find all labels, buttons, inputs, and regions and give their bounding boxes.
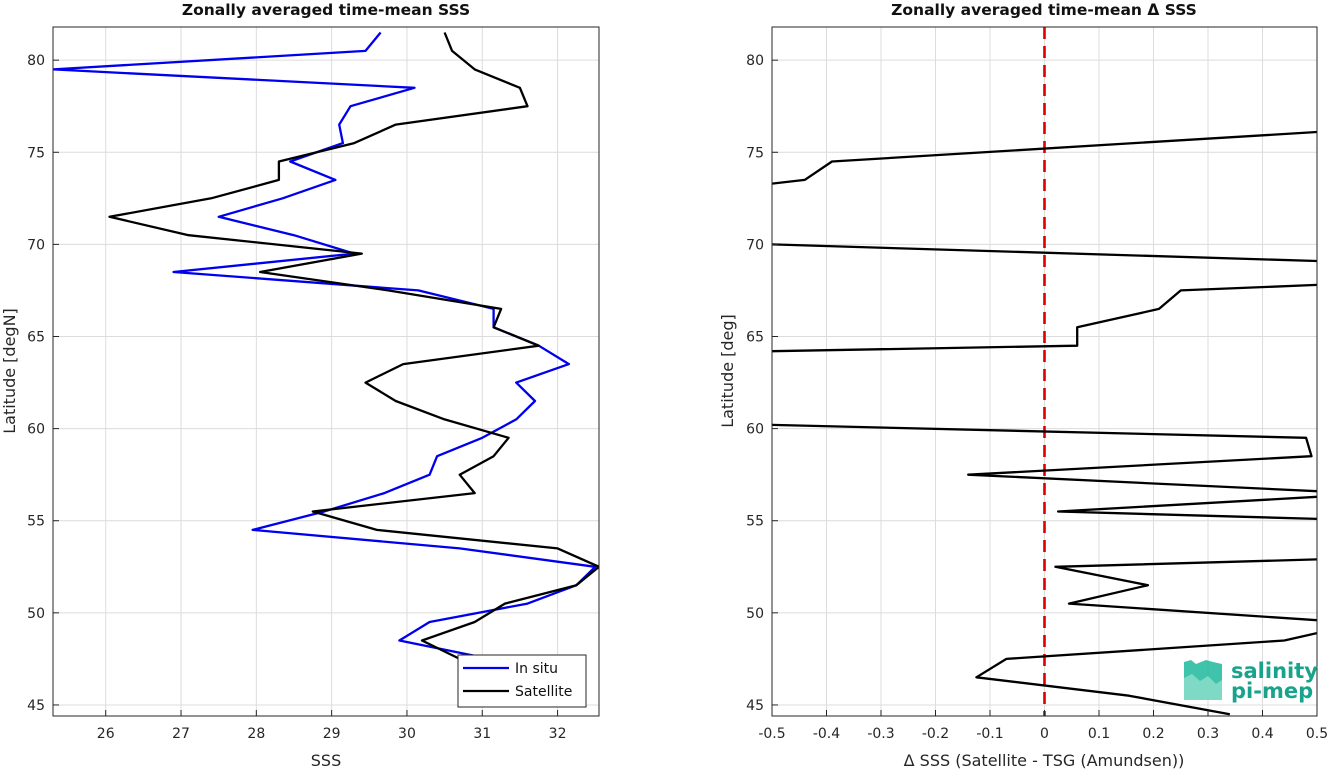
y-tick-label: 70 — [746, 237, 764, 253]
x-tick-label: -0.3 — [867, 726, 894, 742]
y-tick-label: 50 — [746, 606, 764, 622]
x-tick-label: 0.1 — [1088, 726, 1110, 742]
x-tick-label: 0 — [1040, 726, 1049, 742]
x-tick-label: 31 — [473, 726, 491, 742]
x-tick-label: -0.5 — [758, 726, 785, 742]
y-tick-label: 75 — [27, 145, 45, 161]
y-tick-label: 75 — [746, 145, 764, 161]
x-tick-label: 29 — [323, 726, 341, 742]
x-tick-label: 30 — [398, 726, 416, 742]
delta-sss-series-line — [772, 130, 1317, 185]
y-tick-label: 55 — [27, 514, 45, 530]
ticks-left: 26 27 28 29 30 31 32 45 50 55 60 65 70 75 80 — [27, 53, 566, 742]
y-tick-label: 45 — [27, 698, 45, 714]
salinity-pi-mep-logo: salinity pi-mep — [1184, 659, 1318, 703]
grid-left — [53, 27, 599, 716]
x-tick-label: 26 — [97, 726, 115, 742]
legend-label-satellite: Satellite — [515, 684, 572, 700]
sss-panel: 26 27 28 29 30 31 32 45 50 55 60 65 70 75 80 Zonally a… — [0, 1, 600, 769]
x-tick-label: 0.2 — [1142, 726, 1164, 742]
y-tick-label: 45 — [746, 698, 764, 714]
series-left — [53, 31, 599, 661]
y-tick-label: 65 — [27, 329, 45, 345]
y-tick-label: 50 — [27, 606, 45, 622]
chart-title-left: Zonally averaged time-mean SSS — [182, 1, 470, 19]
delta-sss-panel: -0.5 -0.4 -0.3 -0.2 -0.1 0 0.1 0.2 0.3 0.4 0.5 45 50… — [718, 1, 1328, 769]
x-tick-label: 32 — [549, 726, 567, 742]
x-tick-label: 28 — [247, 726, 265, 742]
y-axis-label-left: Latitude [degN] — [0, 308, 19, 434]
delta-sss-series-line — [772, 283, 1317, 353]
x-tick-label: -0.1 — [976, 726, 1003, 742]
x-axis-label-right: Δ SSS (Satellite - TSG (Amundsen)) — [904, 751, 1185, 769]
x-tick-label: -0.2 — [922, 726, 949, 742]
delta-sss-series-line — [772, 243, 1317, 263]
x-axis-label-left: SSS — [311, 751, 341, 769]
satellite-series-line — [108, 32, 599, 660]
y-axis-label-right: Latitude [deg] — [718, 314, 737, 428]
y-tick-label: 60 — [27, 422, 45, 438]
legend-label-insitu: In situ — [515, 661, 558, 677]
x-tick-label: 0.3 — [1197, 726, 1219, 742]
y-tick-label: 65 — [746, 329, 764, 345]
ticks-right: -0.5 -0.4 -0.3 -0.2 -0.1 0 0.1 0.2 0.3 0.4 0.5 45 50… — [746, 53, 1328, 742]
logo-text-pimep: pi-mep — [1231, 679, 1313, 703]
delta-sss-series-line — [1056, 495, 1317, 521]
y-tick-label: 80 — [27, 53, 45, 69]
y-tick-label: 70 — [27, 237, 45, 253]
x-tick-label: 27 — [172, 726, 190, 742]
chart-title-right: Zonally averaged time-mean Δ SSS — [891, 1, 1197, 19]
plot-area-left — [53, 27, 599, 716]
logo-wave-graphic-2 — [1184, 674, 1222, 700]
axes-box-left — [52, 26, 600, 717]
delta-sss-series-line — [1054, 558, 1317, 622]
y-tick-label: 80 — [746, 53, 764, 69]
delta-sss-series-line — [975, 631, 1317, 716]
logo-text-salinity: salinity — [1231, 659, 1318, 683]
legend-box — [457, 654, 587, 708]
legend: In situ Satellite — [457, 654, 587, 708]
x-tick-label: 0.5 — [1306, 726, 1328, 742]
y-tick-label: 60 — [746, 422, 764, 438]
delta-sss-series-line — [772, 423, 1317, 493]
x-tick-label: -0.4 — [813, 726, 840, 742]
y-tick-label: 55 — [746, 514, 764, 530]
x-tick-label: 0.4 — [1251, 726, 1273, 742]
series-right — [772, 27, 1317, 716]
